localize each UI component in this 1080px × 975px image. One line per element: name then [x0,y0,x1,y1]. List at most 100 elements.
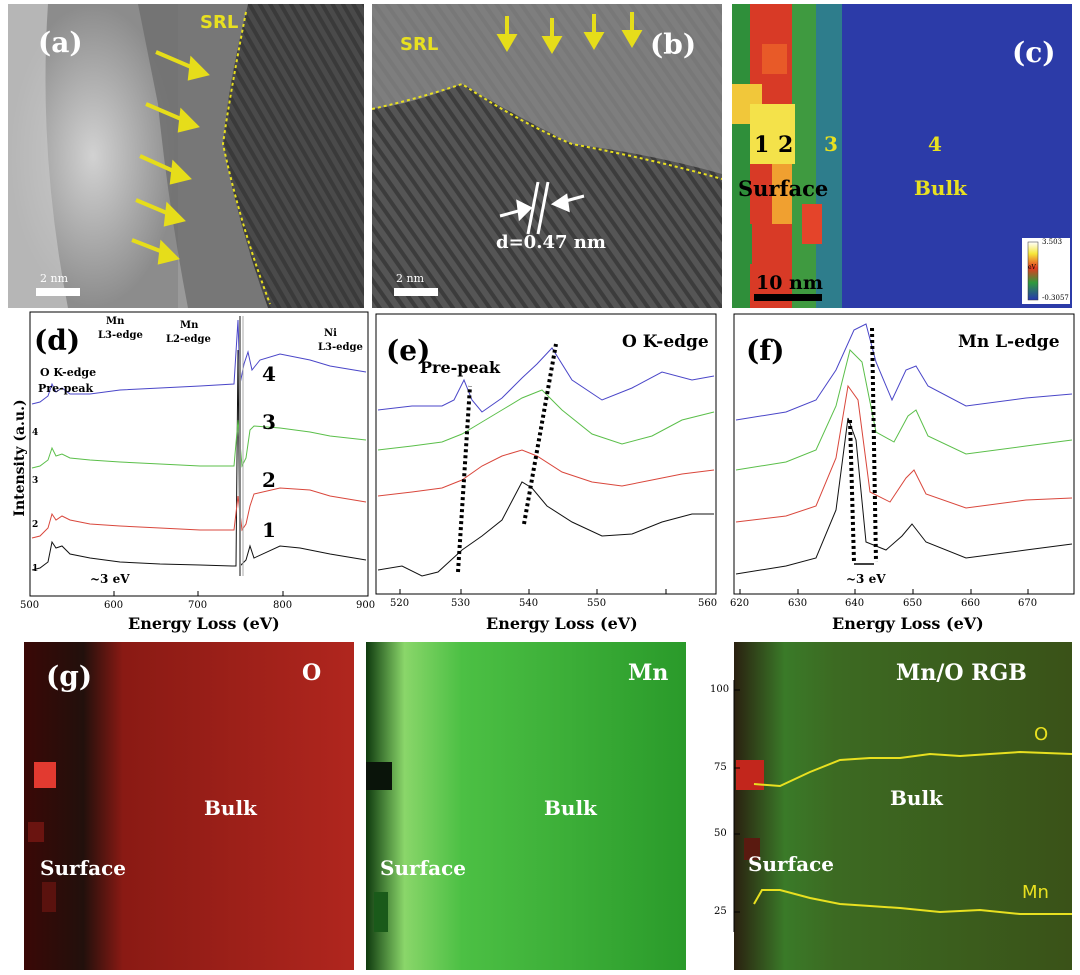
yellow-arrows [131,50,210,265]
bulk-label: Bulk [544,796,597,820]
panel-letter: (c) [1012,36,1056,69]
panel-a-hrtem: (a) SRL 2 nm [8,4,364,308]
panel-e-o-k-edge: (e) O K-edge Pre-peak 520 530 540 550 56… [372,310,722,640]
panel-f-mn-l-edge: (f) Mn L-edge ~3 eV 620 630 640 650 660 … [726,310,1080,640]
spectrum-curve-3 [735,349,1073,471]
x-tick-900: 900 [356,600,376,611]
mn-l3-label-1: Mn [106,316,125,327]
colorbar-box [1027,241,1039,301]
x-tick-660: 660 [961,598,981,609]
x-tick-530: 530 [451,598,471,609]
x-tick-640: 640 [845,598,865,609]
mn-map-image [366,642,686,970]
shift-label: ~3 eV [846,572,886,586]
curve-label-2: 2 [262,468,276,492]
curve-label-3: 3 [262,410,276,434]
panel-g-o-map: (g) O Bulk Surface [24,642,354,970]
o-line-label: O [1034,724,1049,745]
srl-label: SRL [400,34,439,55]
ni-l3-label-2: L3-edge [318,342,363,353]
scale-bar-label: 10 nm [756,272,823,294]
spectrum-curve-2 [735,384,1073,523]
x-ticks [29,591,369,596]
x-tick-630: 630 [788,598,808,609]
small-label-1: 1 [32,564,39,574]
point-2-label: 2 [778,132,794,158]
scale-bar [36,288,80,296]
d-spacing-marker [499,181,585,235]
panel-letter: (b) [650,28,697,61]
point-4-label: 4 [928,132,942,156]
panel-letter: (f) [746,334,785,367]
x-tick-520: 520 [390,598,410,609]
small-label-2: 2 [32,520,39,530]
edge-label: O K-edge [622,332,709,352]
panel-c-image [732,4,1072,308]
x-axis-label: Energy Loss (eV) [832,614,984,633]
bulk-label: Bulk [204,796,257,820]
small-label-4: 4 [32,428,39,438]
x-tick-540: 540 [519,598,539,609]
point-3-label: 3 [824,132,838,156]
spectrum-curve-2 [31,487,367,539]
small-label-3: 3 [32,476,39,486]
colorbar-min: -0.3057 [1042,294,1069,302]
panel-b-image [372,4,722,308]
panel-g-rgb-overlay: 100 75 50 25 Mn/O RGB O Bulk Surface Mn [700,642,1072,970]
point-1-label: 1 [754,132,770,158]
colorbar-unit: eV [1028,264,1036,271]
x-tick-600: 600 [104,600,124,611]
mn-profile-line [753,889,1072,915]
o-profile-line [753,750,1072,788]
srl-label: SRL [200,12,239,33]
curve-label-1: 1 [262,518,276,542]
x-tick-670: 670 [1018,598,1038,609]
mn-l3-label-2: L3-edge [98,330,143,341]
spectrum-curve-1 [31,349,367,571]
map-title: O [302,660,322,686]
panel-c-edge-shift-map: 3.503 eV -0.3057 (c) 1 2 3 4 Surface Bul… [732,4,1072,308]
surface-label: Surface [40,856,126,880]
ni-l3-label-1: Ni [324,328,337,339]
scale-bar-label: 2 nm [40,272,69,285]
panel-letter: (d) [34,324,81,357]
y-tick-100: 100 [710,684,730,695]
bulk-label: Bulk [890,786,943,810]
panel-f-chart [733,313,1075,595]
panel-d-eels-spectra: (d) Mn L3-edge Mn L2-edge Ni L3-edge O K… [0,310,376,640]
x-tick-560: 560 [698,598,718,609]
spectrum-curve-1 [377,481,714,577]
o-map-image [24,642,354,970]
surface-label: Surface [380,856,466,880]
panel-letter: (g) [46,660,93,693]
panel-d-chart [29,311,369,597]
panel-letter: (e) [386,334,431,367]
spectrum-curve-4 [735,323,1073,421]
scale-bar [394,288,438,296]
y-ticks [734,689,740,913]
mn-line-label: Mn [1022,882,1049,903]
x-tick-800: 800 [273,600,293,611]
x-axis-label: Energy Loss (eV) [486,614,638,633]
srl-boundary-line [372,82,722,180]
y-axis-label: Intensity (a.u.) [12,399,28,517]
panel-b-hrtem: (b) SRL d=0.47 nm 2 nm [372,4,722,308]
surface-label: Surface [748,852,834,876]
map-title: Mn [628,660,669,686]
y-tick-75: 75 [714,762,727,773]
x-tick-700: 700 [188,600,208,611]
x-tick-650: 650 [903,598,923,609]
spectrum-curve-2 [377,449,715,497]
panel-g-mn-map: Mn Bulk Surface [366,642,686,970]
curve-label-4: 4 [262,362,276,386]
y-tick-50: 50 [714,828,727,839]
spectrum-curve-3 [377,389,715,451]
spectrum-curve-4 [31,319,367,405]
surface-label: Surface [738,176,829,201]
x-tick-620: 620 [730,598,750,609]
edge-label: Mn L-edge [958,332,1060,352]
prepeak-label: Pre-peak [420,358,501,377]
scale-bar-label: 2 nm [396,272,425,285]
yellow-arrows [496,12,643,54]
o-k-edge-label: O K-edge [40,366,97,379]
